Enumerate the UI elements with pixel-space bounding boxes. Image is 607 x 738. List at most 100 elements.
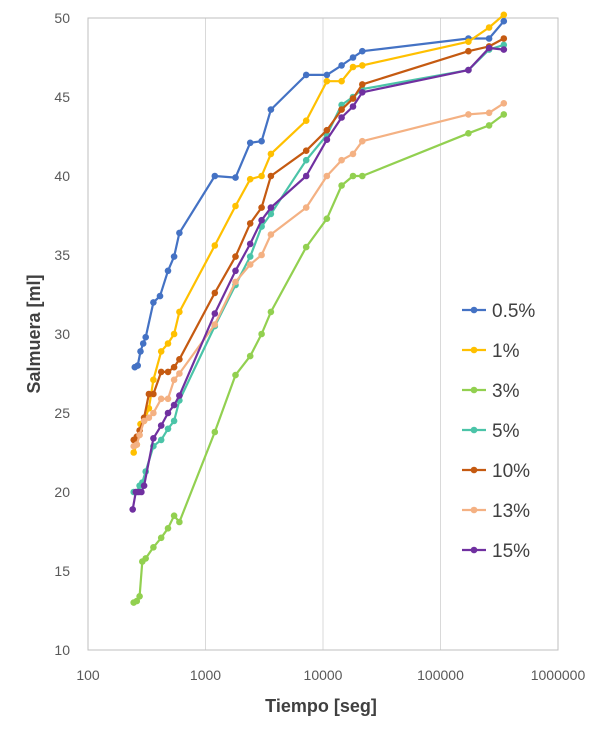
data-point xyxy=(323,126,331,134)
legend-label: 13% xyxy=(492,501,530,522)
legend-marker xyxy=(470,346,478,354)
data-point xyxy=(338,182,345,189)
y-tick-label: 30 xyxy=(54,326,70,342)
data-point xyxy=(485,109,493,117)
data-point xyxy=(465,66,472,74)
data-point xyxy=(232,253,239,260)
data-point xyxy=(164,395,172,403)
data-point xyxy=(267,150,275,158)
data-point xyxy=(267,204,275,211)
data-point xyxy=(349,103,357,110)
y-tick-label: 15 xyxy=(54,563,70,579)
data-point xyxy=(349,54,357,61)
data-point xyxy=(465,111,472,118)
legend-item: 1% xyxy=(462,341,520,362)
data-point xyxy=(176,518,183,526)
data-point xyxy=(359,89,366,96)
data-point xyxy=(323,172,331,180)
data-point xyxy=(150,390,157,398)
data-point xyxy=(338,77,345,85)
data-point xyxy=(157,348,165,355)
data-point xyxy=(349,95,357,102)
legend-label: 10% xyxy=(492,461,530,482)
data-point xyxy=(232,202,239,210)
data-point xyxy=(232,278,239,286)
data-point xyxy=(246,139,254,147)
data-point xyxy=(485,24,493,31)
data-point xyxy=(258,204,265,211)
data-point xyxy=(170,376,178,384)
data-point xyxy=(485,44,493,52)
data-point xyxy=(246,253,254,260)
x-axis-title: Tiempo [seg] xyxy=(265,696,377,716)
data-point xyxy=(323,71,331,79)
legend-marker xyxy=(470,426,478,434)
data-point xyxy=(150,409,157,417)
data-point xyxy=(323,215,331,222)
data-point xyxy=(139,340,147,347)
data-point xyxy=(170,363,178,371)
data-point xyxy=(258,172,265,180)
data-point xyxy=(170,417,178,425)
series-13pct xyxy=(130,100,508,450)
data-point xyxy=(246,261,254,268)
data-point xyxy=(211,321,219,328)
legend-label: 0.5% xyxy=(492,301,535,322)
y-tick-label: 40 xyxy=(54,168,70,184)
data-point xyxy=(485,122,493,129)
data-point xyxy=(500,46,508,53)
data-point xyxy=(500,11,508,19)
legend-label: 5% xyxy=(492,421,520,442)
data-point xyxy=(170,253,178,260)
legend-label: 3% xyxy=(492,381,520,402)
data-point xyxy=(267,308,275,316)
data-point xyxy=(142,333,149,341)
data-point xyxy=(338,114,345,121)
data-point xyxy=(211,428,219,436)
data-point xyxy=(267,172,275,180)
legend-item: 0.5% xyxy=(462,301,535,322)
data-point xyxy=(465,130,472,137)
legend-marker xyxy=(470,506,478,514)
data-point xyxy=(129,506,136,513)
data-point xyxy=(156,292,164,300)
x-tick-label: 1000 xyxy=(190,667,221,683)
data-point xyxy=(359,62,366,69)
data-point xyxy=(138,488,145,496)
y-tick-labels: 10 15 20 25 30 35 40 45 50 xyxy=(54,10,70,658)
data-point xyxy=(232,371,239,379)
data-point xyxy=(302,156,310,164)
legend-marker xyxy=(470,306,478,314)
legend-item: 13% xyxy=(462,501,530,522)
data-point xyxy=(302,117,310,124)
data-point xyxy=(258,216,265,224)
data-point xyxy=(359,137,366,145)
data-point xyxy=(136,431,143,439)
x-tick-label: 1000000 xyxy=(531,667,586,683)
plot-area-border xyxy=(87,17,559,651)
data-point xyxy=(211,172,219,180)
data-point xyxy=(211,242,219,249)
data-point xyxy=(349,172,357,180)
y-tick-label: 35 xyxy=(54,247,70,263)
data-point xyxy=(130,449,137,456)
y-tick-label: 50 xyxy=(54,10,70,26)
data-point xyxy=(302,204,310,211)
data-point xyxy=(211,310,219,317)
data-point xyxy=(323,77,331,85)
data-point xyxy=(258,330,265,338)
data-point xyxy=(164,267,172,275)
data-point xyxy=(150,435,157,442)
data-point xyxy=(157,422,165,429)
data-point xyxy=(176,370,183,377)
data-point xyxy=(349,150,357,158)
data-point xyxy=(164,340,172,347)
data-point xyxy=(150,376,157,384)
data-point xyxy=(164,368,172,376)
data-point xyxy=(349,63,357,71)
data-point xyxy=(359,172,366,180)
y-tick-label: 45 xyxy=(54,89,70,105)
series-0-5pct xyxy=(131,17,508,371)
legend-item: 3% xyxy=(462,381,520,402)
